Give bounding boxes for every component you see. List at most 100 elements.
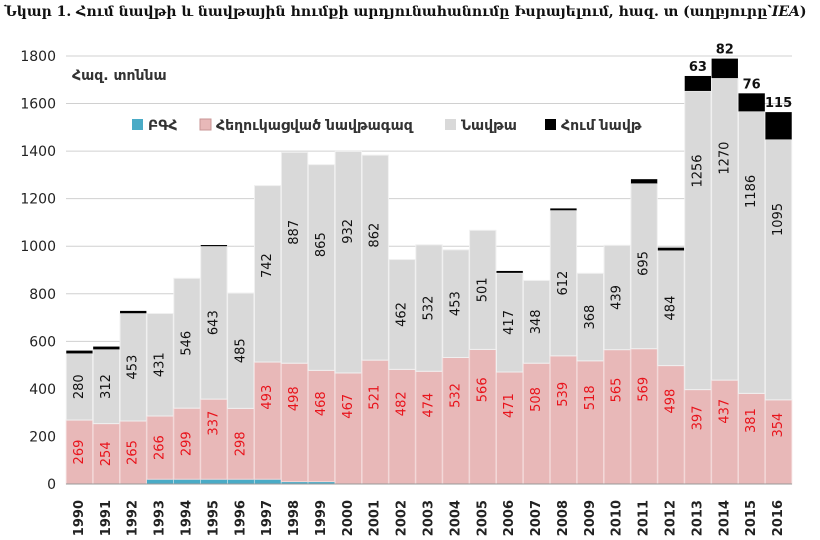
data-label: 643 [206,310,221,335]
data-label: 431 [153,352,168,377]
bar-segment [415,370,443,485]
data-label: 532 [422,296,437,321]
bar-segment [550,208,577,211]
data-label: 82 [716,43,734,58]
bar-segment [146,313,174,417]
data-label: 482 [395,391,410,416]
x-tick-label: 1999 [314,500,329,536]
x-tick-label: 2016 [771,500,786,536]
bar-segment [522,362,551,485]
bar-segment [66,350,93,354]
bar-segment [253,361,282,480]
data-label: 299 [180,431,195,456]
x-tick-label: 2015 [744,500,759,536]
bar-segment [280,362,309,483]
x-tick-label: 2001 [368,500,383,536]
data-label: 485 [233,338,248,363]
data-label: 1186 [744,175,759,208]
data-label: 521 [368,385,383,410]
bar-segment [684,90,712,391]
data-label: 269 [72,440,87,465]
bar-segment [361,154,389,361]
data-label: 742 [260,253,275,278]
data-label: 695 [637,251,652,276]
data-label: 1256 [690,154,705,187]
x-tick-label: 1991 [99,500,114,536]
bar-segment [657,247,685,251]
x-tick-label: 1992 [126,500,141,536]
data-label: 462 [395,302,410,327]
y-tick-label: 1200 [20,192,56,208]
data-label: 467 [341,394,356,419]
data-label: 348 [529,309,544,334]
data-label: 468 [314,391,329,416]
x-tick-label: 2010 [610,500,625,536]
data-label: 569 [637,377,652,402]
bar-segment [334,150,363,374]
y-axis-label: Հազ. տոննա [72,68,167,84]
bar-segment [737,392,766,485]
data-label: 397 [690,406,705,431]
x-tick-label: 1995 [206,500,221,536]
legend-swatch [199,118,212,131]
bar-segment [603,349,631,485]
bar-segment [307,164,336,371]
data-label: 76 [743,77,761,92]
bar-segment [308,481,335,484]
bar-segment [496,270,523,273]
data-label: 498 [287,386,302,411]
data-label: 932 [341,219,356,244]
bar-segment [93,346,120,350]
bar-segment [684,75,712,91]
bar-segment [200,479,228,484]
data-label: 566 [475,377,490,402]
data-label: 439 [610,285,625,310]
bar-segment [764,138,793,401]
data-label: 887 [287,220,302,245]
legend-label: Հում նավթ [561,118,642,134]
legend-swatch [545,119,556,130]
x-tick-label: 2014 [717,500,732,536]
data-label: 298 [233,431,248,456]
bar-segment [227,479,254,484]
data-label: 1270 [717,142,732,175]
bar-segment [388,368,416,485]
x-tick-label: 1994 [180,500,195,536]
data-label: 484 [664,296,679,321]
bar-segment [254,479,281,484]
legend-swatch [445,119,456,130]
bar-segment [442,249,470,359]
data-label: 546 [180,331,195,356]
data-label: 453 [448,291,463,316]
y-tick-label: 1600 [20,97,56,113]
bar-segment [388,259,416,370]
data-label: 862 [368,223,383,248]
data-label: 539 [556,382,571,407]
legend-swatch [132,119,143,130]
data-label: 63 [689,60,707,75]
bar-segment [200,398,228,480]
x-tick-label: 2004 [448,500,463,536]
bar-segment [630,182,658,350]
data-label: 501 [475,277,490,302]
bar-segment [146,479,174,484]
x-tick-label: 2002 [395,500,410,536]
bar-segment [469,348,497,485]
data-label: 865 [314,232,329,257]
data-label: 266 [153,435,168,460]
data-label: 312 [99,374,114,399]
bar-segment [549,355,578,485]
data-label: 280 [72,374,87,399]
data-label: 532 [448,383,463,408]
legend-label: Նավթա [461,118,517,134]
x-tick-label: 1990 [72,500,87,536]
bar-segment [495,371,524,485]
data-label: 471 [502,393,517,418]
data-label: 474 [422,393,437,418]
data-label: 518 [583,385,598,410]
x-tick-label: 1997 [260,500,275,536]
bar-segment [280,151,309,364]
bar-segment [764,399,793,485]
bar-segment [630,348,658,485]
bar-segment [657,250,685,367]
